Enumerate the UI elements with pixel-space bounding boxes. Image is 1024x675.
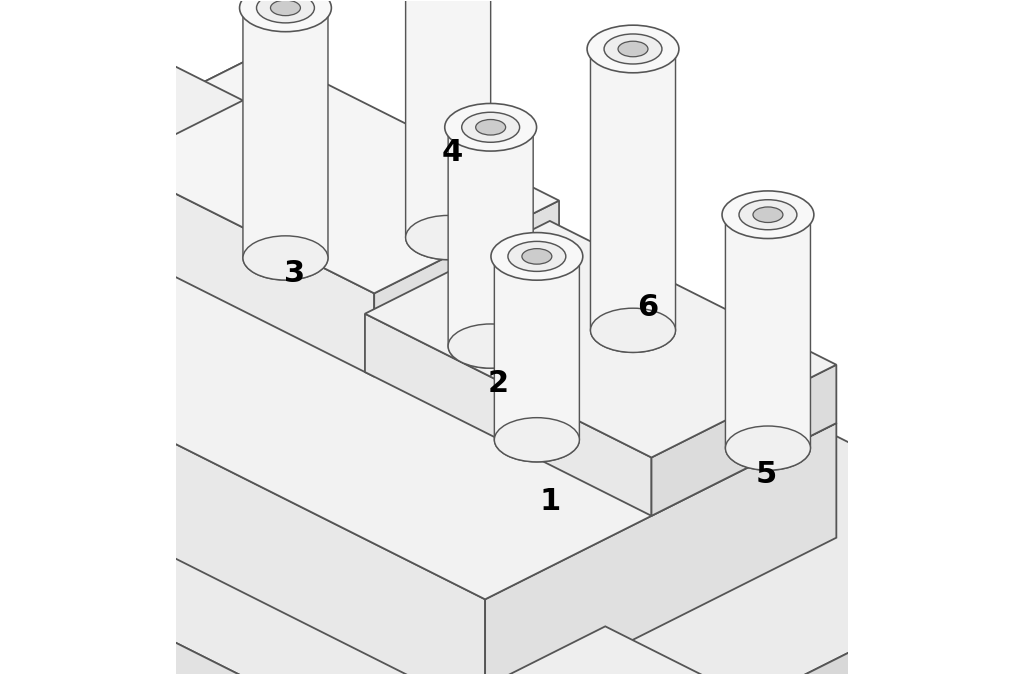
Ellipse shape <box>522 248 552 264</box>
Polygon shape <box>651 364 837 516</box>
Polygon shape <box>0 136 263 427</box>
Polygon shape <box>365 314 651 516</box>
Ellipse shape <box>591 308 676 352</box>
Polygon shape <box>430 626 743 675</box>
Ellipse shape <box>462 112 519 142</box>
Text: 1: 1 <box>540 487 560 516</box>
Polygon shape <box>79 52 559 294</box>
Polygon shape <box>0 43 243 180</box>
Polygon shape <box>591 49 676 352</box>
Ellipse shape <box>604 34 662 64</box>
Polygon shape <box>365 221 837 458</box>
Ellipse shape <box>753 207 783 223</box>
Polygon shape <box>725 215 810 470</box>
Text: 2: 2 <box>487 369 509 398</box>
Text: 5: 5 <box>756 460 777 489</box>
Ellipse shape <box>256 0 314 23</box>
Polygon shape <box>79 145 374 377</box>
Ellipse shape <box>490 233 583 280</box>
Polygon shape <box>0 148 1024 675</box>
Polygon shape <box>243 8 328 280</box>
Polygon shape <box>485 423 837 675</box>
Ellipse shape <box>240 0 332 32</box>
Ellipse shape <box>739 200 797 230</box>
Polygon shape <box>0 24 54 178</box>
Polygon shape <box>374 200 559 377</box>
Polygon shape <box>0 194 1024 675</box>
Ellipse shape <box>725 426 810 470</box>
Polygon shape <box>0 43 128 230</box>
Polygon shape <box>449 128 534 368</box>
Ellipse shape <box>508 242 566 271</box>
Ellipse shape <box>495 418 580 462</box>
Ellipse shape <box>270 0 300 16</box>
Polygon shape <box>0 136 837 599</box>
Text: 6: 6 <box>637 293 658 322</box>
Polygon shape <box>79 52 263 228</box>
Ellipse shape <box>449 324 534 368</box>
Polygon shape <box>0 122 86 288</box>
Ellipse shape <box>243 236 328 280</box>
Ellipse shape <box>722 191 814 238</box>
Ellipse shape <box>587 25 679 73</box>
Polygon shape <box>0 418 522 675</box>
Polygon shape <box>522 547 1024 675</box>
Text: 3: 3 <box>284 259 305 288</box>
Ellipse shape <box>444 103 537 151</box>
Text: 4: 4 <box>441 138 463 167</box>
Ellipse shape <box>406 215 490 260</box>
Polygon shape <box>406 0 490 260</box>
Ellipse shape <box>476 119 506 135</box>
Polygon shape <box>0 312 485 675</box>
Polygon shape <box>495 256 580 462</box>
Ellipse shape <box>618 41 648 57</box>
